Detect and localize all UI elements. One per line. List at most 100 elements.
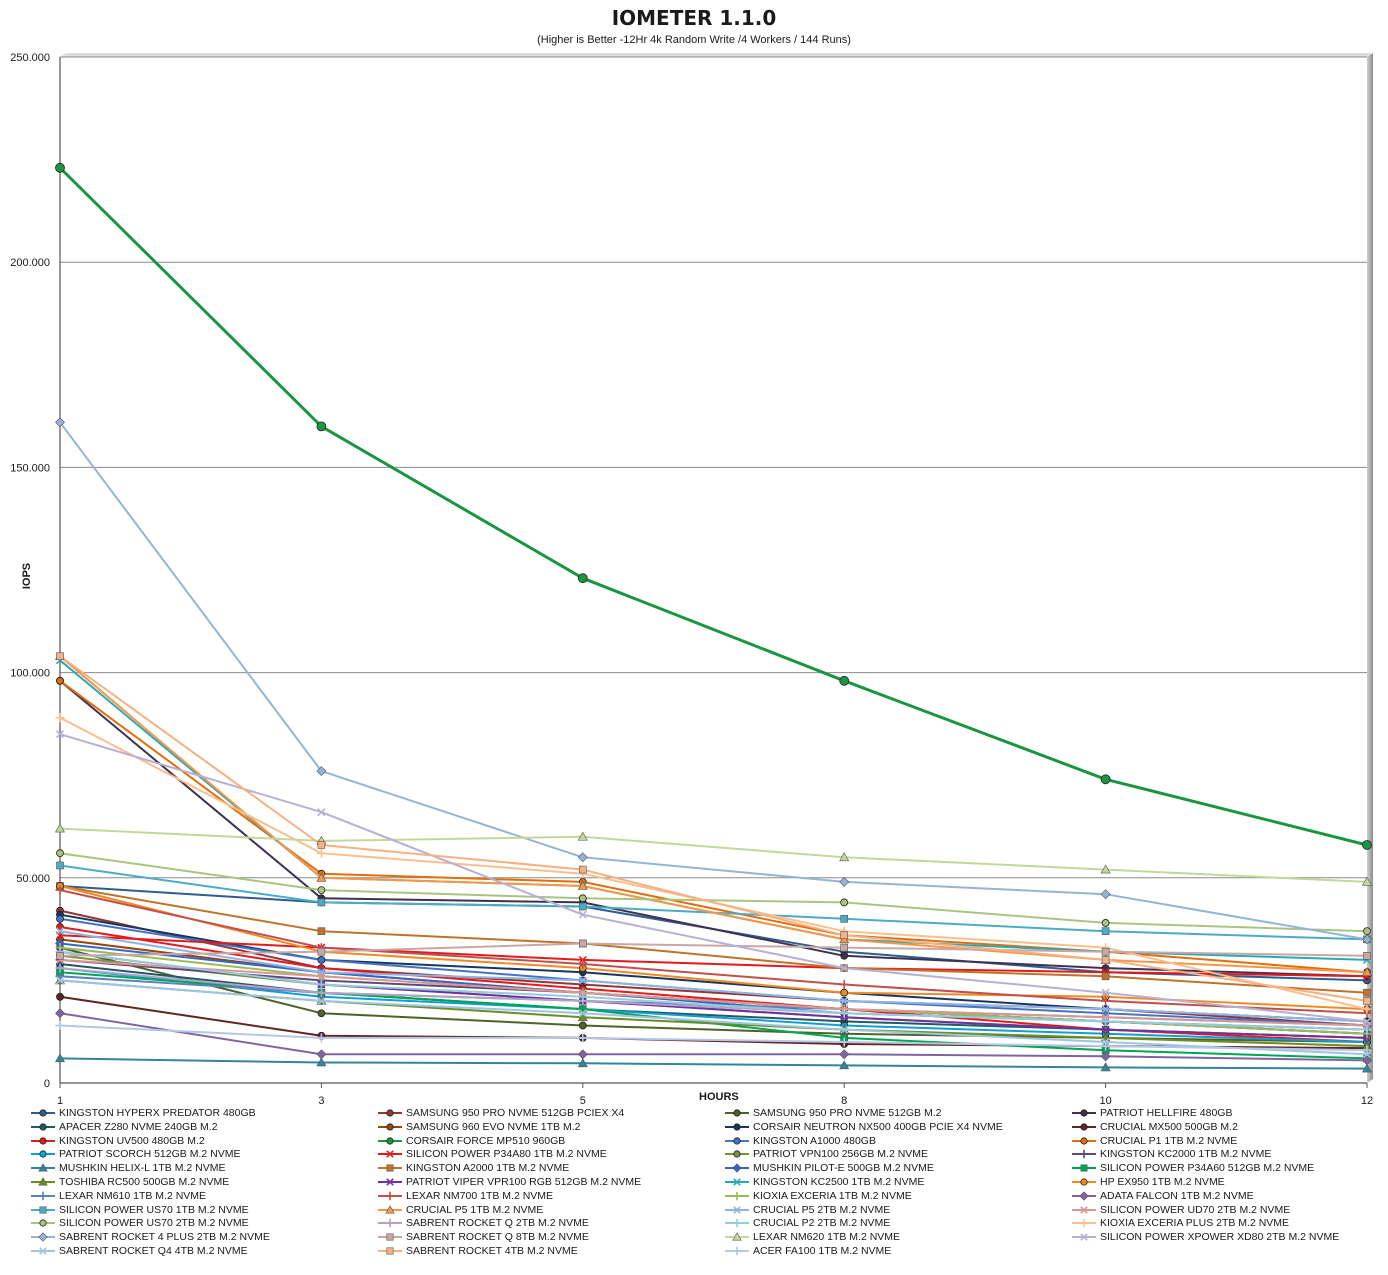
legend-swatch: [378, 1178, 402, 1186]
data-point: [317, 927, 326, 935]
legend-label: SABRENT ROCKET 4TB M.2 NVME: [406, 1245, 578, 1257]
legend-marker: [386, 1109, 394, 1117]
legend-item: SABRENT ROCKET Q 2TB M.2 NVME: [377, 1216, 589, 1230]
legend-marker: [732, 1191, 742, 1200]
data-point: [56, 849, 64, 858]
data-point: [1363, 988, 1371, 997]
legend-item: ACER FA100 1TB M.2 NVME: [724, 1244, 891, 1258]
data-point: [317, 808, 326, 817]
data-point: [56, 992, 64, 1001]
data-point: [55, 730, 65, 739]
data-point: [55, 417, 65, 428]
legend-swatch: [1072, 1219, 1096, 1228]
data-point: [317, 841, 326, 849]
data-point: [839, 980, 849, 990]
data-point: [55, 713, 65, 723]
legend-item: PATRIOT HELLFIRE 480GB: [1071, 1106, 1232, 1120]
legend-marker: [732, 1232, 742, 1241]
data-point: [316, 872, 327, 882]
legend-label: PATRIOT SCORCH 512GB M.2 NVME: [59, 1148, 241, 1161]
legend-swatch: [378, 1109, 402, 1117]
legend-marker: [386, 1178, 394, 1186]
data-point: [1362, 934, 1372, 945]
legend-label: CORSAIR FORCE MP510 960GB: [406, 1134, 566, 1147]
x-tick-label: 12: [1361, 1095, 1373, 1105]
data-point: [578, 1033, 588, 1043]
plot-area: 0 50.000 100.000 150.000 200.000 250.000 1 3 5 8 1…: [10, 52, 1373, 1105]
legend-marker: [1079, 1150, 1089, 1159]
data-point: [1101, 988, 1110, 997]
legend-swatch: [1072, 1164, 1096, 1172]
data-point: [56, 676, 64, 685]
data-point: [55, 162, 65, 173]
data-point: [1101, 1025, 1110, 1034]
legend-item: CRUCIAL P5 1TB M.2 NVME: [377, 1203, 543, 1217]
data-point: [1362, 1025, 1372, 1035]
legend-item: SAMSUNG 960 EVO NVME 1TB M.2: [377, 1120, 580, 1134]
x-tick-label: 10: [1099, 1095, 1111, 1105]
legend-item: SAMSUNG 950 PRO NVME 512GB M.2: [724, 1106, 941, 1120]
legend-marker: [386, 1150, 394, 1159]
legend-swatch: [378, 1164, 402, 1172]
legend-swatch: [725, 1178, 749, 1186]
series-line: [59, 885, 1368, 1011]
legend-item: LEXAR NM610 1TB M.2 NVME: [30, 1189, 206, 1203]
legend-swatch: [1072, 1178, 1096, 1186]
legend-item: SABRENT ROCKET Q4 4TB M.2 NVME: [30, 1244, 248, 1258]
legend-label: KINGSTON A2000 1TB M.2 NVME: [406, 1162, 570, 1175]
legend-swatch: [725, 1205, 749, 1214]
legend-marker: [385, 1191, 395, 1200]
legend-swatch: [378, 1204, 402, 1214]
legend-swatch: [1072, 1123, 1096, 1131]
data-point: [578, 894, 587, 903]
data-point: [1361, 876, 1373, 886]
legend-label: PATRIOT VPN100 256GB M.2 NVME: [753, 1148, 929, 1161]
data-point: [55, 1021, 65, 1031]
legend-marker: [733, 1136, 741, 1145]
legend-swatch: [1072, 1136, 1096, 1145]
legend-label: LEXAR NM620 1TB M.2 NVME: [753, 1231, 901, 1244]
legend-marker: [1079, 1219, 1089, 1228]
legend-item: SILICON POWER P34A60 512GB M.2 NVME: [1071, 1161, 1314, 1175]
legend-marker: [1080, 1233, 1088, 1241]
data-point: [1101, 1016, 1111, 1026]
series-42: [55, 1021, 1372, 1055]
data-point: [55, 885, 65, 895]
legend-marker: [39, 1123, 47, 1131]
data-point: [316, 421, 327, 432]
data-point: [317, 898, 326, 907]
legend-swatch: [31, 1191, 55, 1200]
series-line: [59, 950, 1368, 1031]
series-34: [55, 947, 1372, 1035]
series-line: [58, 166, 1368, 847]
series-line: [59, 827, 1368, 883]
legend-item: CRUCIAL P1 1TB M.2 NVME: [1071, 1134, 1237, 1148]
legend-swatch: [725, 1191, 749, 1200]
legend-swatch: [31, 1206, 55, 1214]
legend-item: ADATA FALCON 1TB M.2 NVME: [1071, 1189, 1254, 1203]
legend-marker: [1080, 1109, 1088, 1117]
legend-item: PATRIOT VIPER VPR100 RGB 512GB M.2 NVME: [377, 1175, 641, 1189]
legend-item: SABRENT ROCKET 4TB M.2 NVME: [377, 1244, 578, 1258]
legend-swatch: [31, 1123, 55, 1131]
legend-item: SILICON POWER US70 1TB M.2 NVME: [30, 1203, 249, 1217]
legend-swatch: [378, 1150, 402, 1159]
data-point: [317, 955, 326, 964]
data-point: [55, 976, 65, 985]
data-point: [55, 963, 65, 973]
legend-label: SAMSUNG 950 PRO NVME 512GB M.2: [753, 1107, 942, 1119]
data-point: [1362, 1017, 1372, 1026]
data-point: [840, 943, 849, 952]
series-line: [59, 967, 1368, 1043]
legend-swatch: [725, 1246, 749, 1256]
legend-item: LEXAR NM700 1TB M.2 NVME: [377, 1189, 553, 1203]
legend-marker: [385, 1204, 395, 1214]
legend-label: SILICON POWER P34A80 1TB M.2 NVME: [406, 1148, 607, 1161]
legend-marker: [732, 1219, 742, 1228]
legend-marker: [1079, 1191, 1089, 1201]
data-point: [840, 996, 849, 1005]
data-point: [1363, 997, 1371, 1005]
legend-item: SABRENT ROCKET Q 8TB M.2 NVME: [377, 1230, 589, 1244]
legend-item: KINGSTON KC2000 1TB M.2 NVME: [1071, 1147, 1271, 1161]
legend-item: SILICON POWER P34A80 1TB M.2 NVME: [377, 1147, 607, 1161]
